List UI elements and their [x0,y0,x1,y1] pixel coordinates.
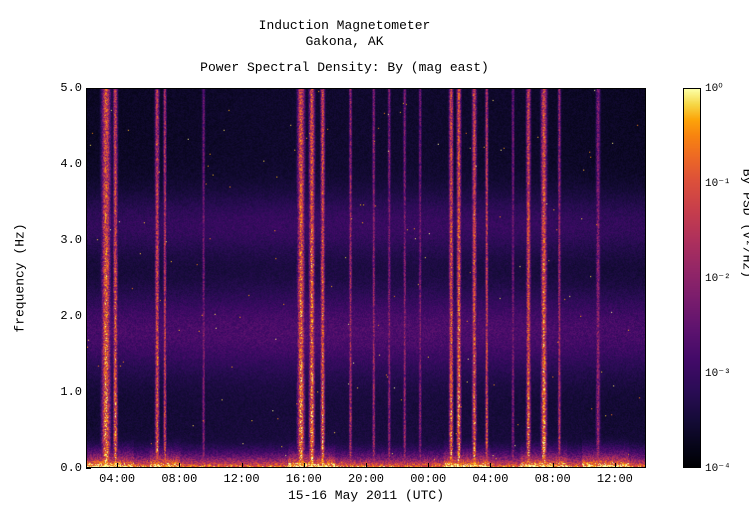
colorbar-label: By PSD (V²/Hz) [740,169,749,278]
x-tick-label: 04:00 [99,472,135,486]
y-tick-label: 3.0 [60,233,82,247]
spectrogram-plot [86,88,646,468]
title-line2: Gakona, AK [0,34,689,50]
colorbar-tick-label: 10⁻¹ [705,176,731,190]
y-tick-label: 1.0 [60,385,82,399]
x-tick-label: 16:00 [286,472,322,486]
x-tick-label: 08:00 [535,472,571,486]
colorbar-tick-label: 10⁻³ [705,366,731,380]
x-tick-label: 12:00 [597,472,633,486]
chart-subtitle: Power Spectral Density: By (mag east) [0,60,689,75]
x-tick-label: 00:00 [410,472,446,486]
y-tick-label: 4.0 [60,157,82,171]
y-axis: 0.01.02.03.04.05.0 [46,88,86,468]
x-axis-label: 15-16 May 2011 (UTC) [86,488,646,503]
colorbar-tick-label: 10⁰ [705,81,723,95]
colorbar-tick-label: 10⁻² [705,271,731,285]
x-tick-label: 12:00 [224,472,260,486]
y-tick-label: 5.0 [60,81,82,95]
y-tick-label: 2.0 [60,309,82,323]
colorbar-tick-label: 10⁻⁴ [705,461,731,475]
x-tick-label: 08:00 [161,472,197,486]
chart-title: Induction Magnetometer Gakona, AK [0,18,689,51]
colorbar [683,88,701,468]
colorbar-canvas [684,89,700,467]
y-axis-label: frequency (Hz) [13,223,28,332]
x-tick-label: 20:00 [348,472,384,486]
y-tick-label: 0.0 [60,461,82,475]
title-line1: Induction Magnetometer [0,18,689,34]
spectrogram-canvas [87,89,645,467]
x-tick-label: 04:00 [472,472,508,486]
colorbar-ticks: 10⁻⁴10⁻³10⁻²10⁻¹10⁰ [701,88,733,468]
